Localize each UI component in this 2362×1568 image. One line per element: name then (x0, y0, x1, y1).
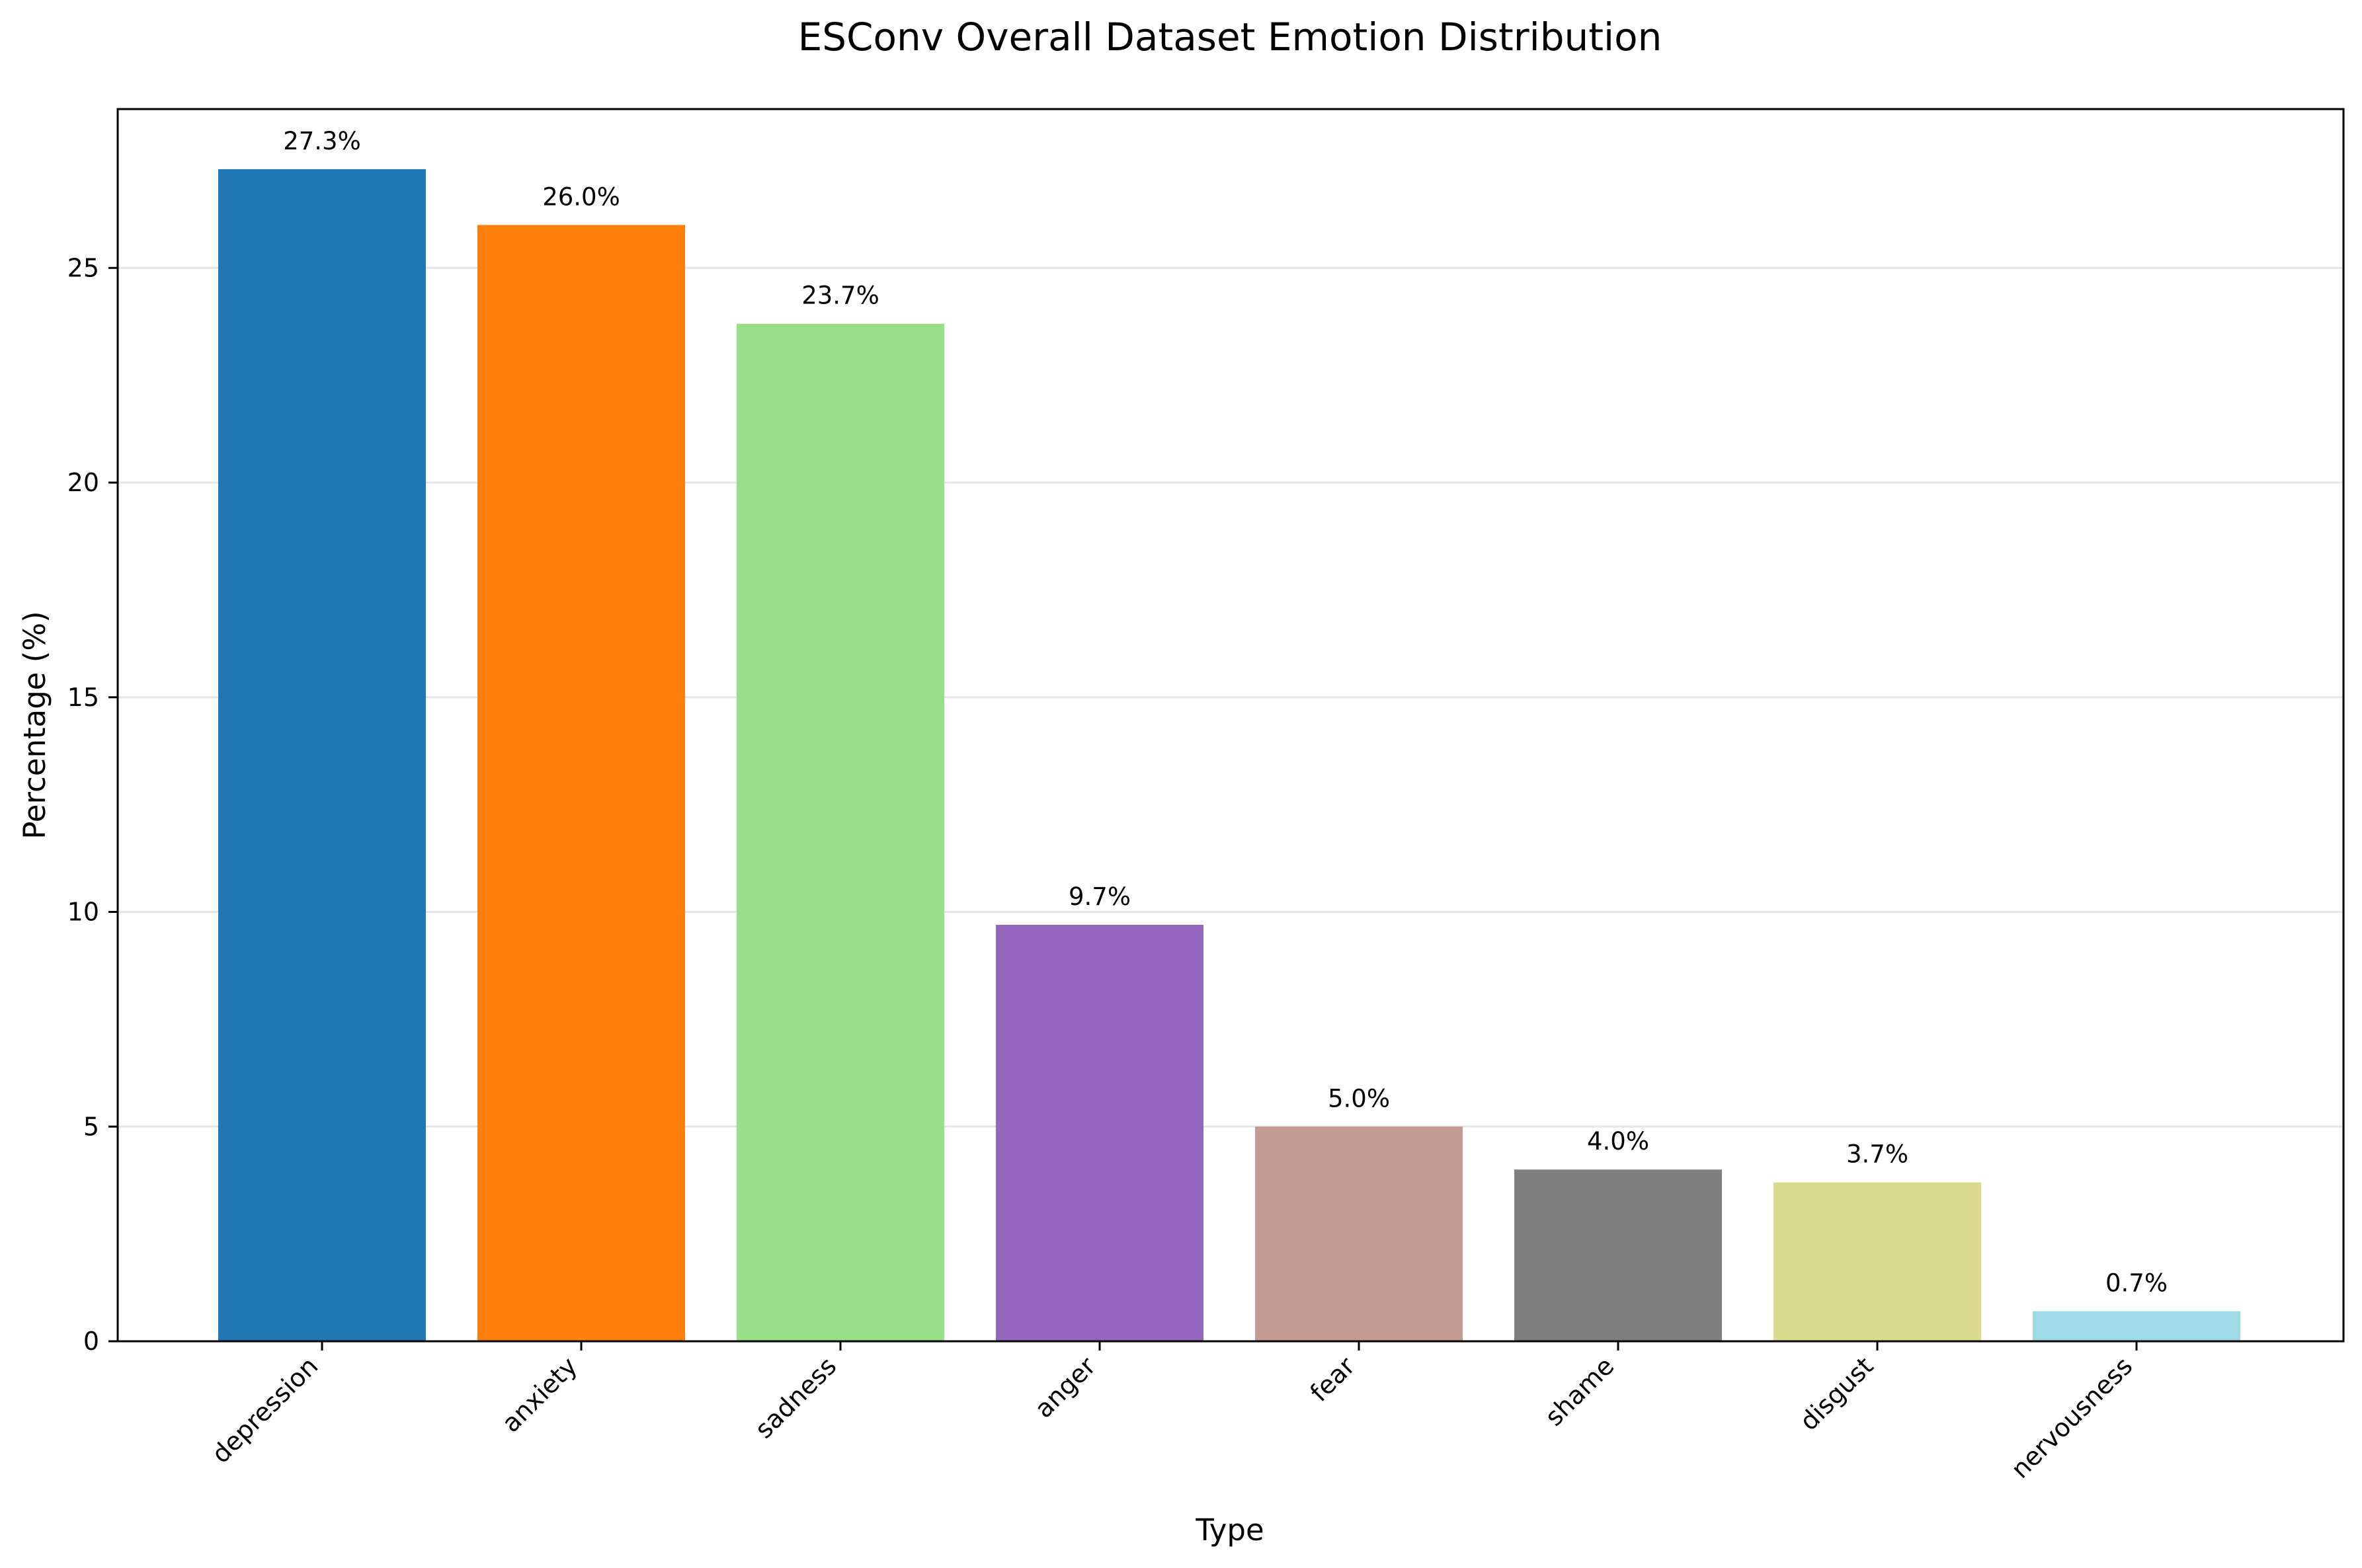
bar-sadness (737, 323, 944, 1342)
value-label-sadness: 23.7% (801, 282, 879, 310)
y-tick-label: 10 (67, 898, 99, 927)
bar-shame (1514, 1169, 1722, 1341)
value-label-anxiety: 26.0% (542, 182, 620, 211)
y-tick-label: 25 (67, 253, 99, 282)
y-tick-label: 20 (67, 468, 99, 497)
y-tick-label: 5 (83, 1112, 99, 1141)
value-labels: 27.3% 26.0% 23.7% 9.7% 5.0% 4.0% 3.7% 0.7% (283, 127, 2168, 1298)
bar-anger (996, 925, 1203, 1341)
chart-title: ESConv Overall Dataset Emotion Distribut… (798, 15, 1662, 59)
bar-depression (218, 169, 426, 1341)
y-tick-label: 0 (83, 1327, 99, 1356)
value-label-shame: 4.0% (1587, 1127, 1649, 1156)
value-label-nervousness: 0.7% (2105, 1269, 2168, 1298)
value-label-disgust: 3.7% (1846, 1140, 1908, 1169)
bar-anxiety (477, 225, 685, 1341)
plot-frame (116, 108, 2345, 1343)
x-axis-label: Type (1195, 1512, 1264, 1548)
y-axis-label: Percentage (%) (17, 611, 52, 839)
bar-disgust (1773, 1182, 1981, 1341)
value-label-depression: 27.3% (283, 127, 361, 155)
value-label-anger: 9.7% (1069, 882, 1131, 911)
bars (218, 169, 2240, 1342)
value-label-fear: 5.0% (1328, 1084, 1390, 1113)
bar-fear (1255, 1126, 1463, 1341)
y-axis: 0 5 10 15 20 25 (67, 253, 118, 1356)
bar-nervousness (2033, 1311, 2240, 1341)
y-tick-label: 15 (67, 683, 99, 712)
